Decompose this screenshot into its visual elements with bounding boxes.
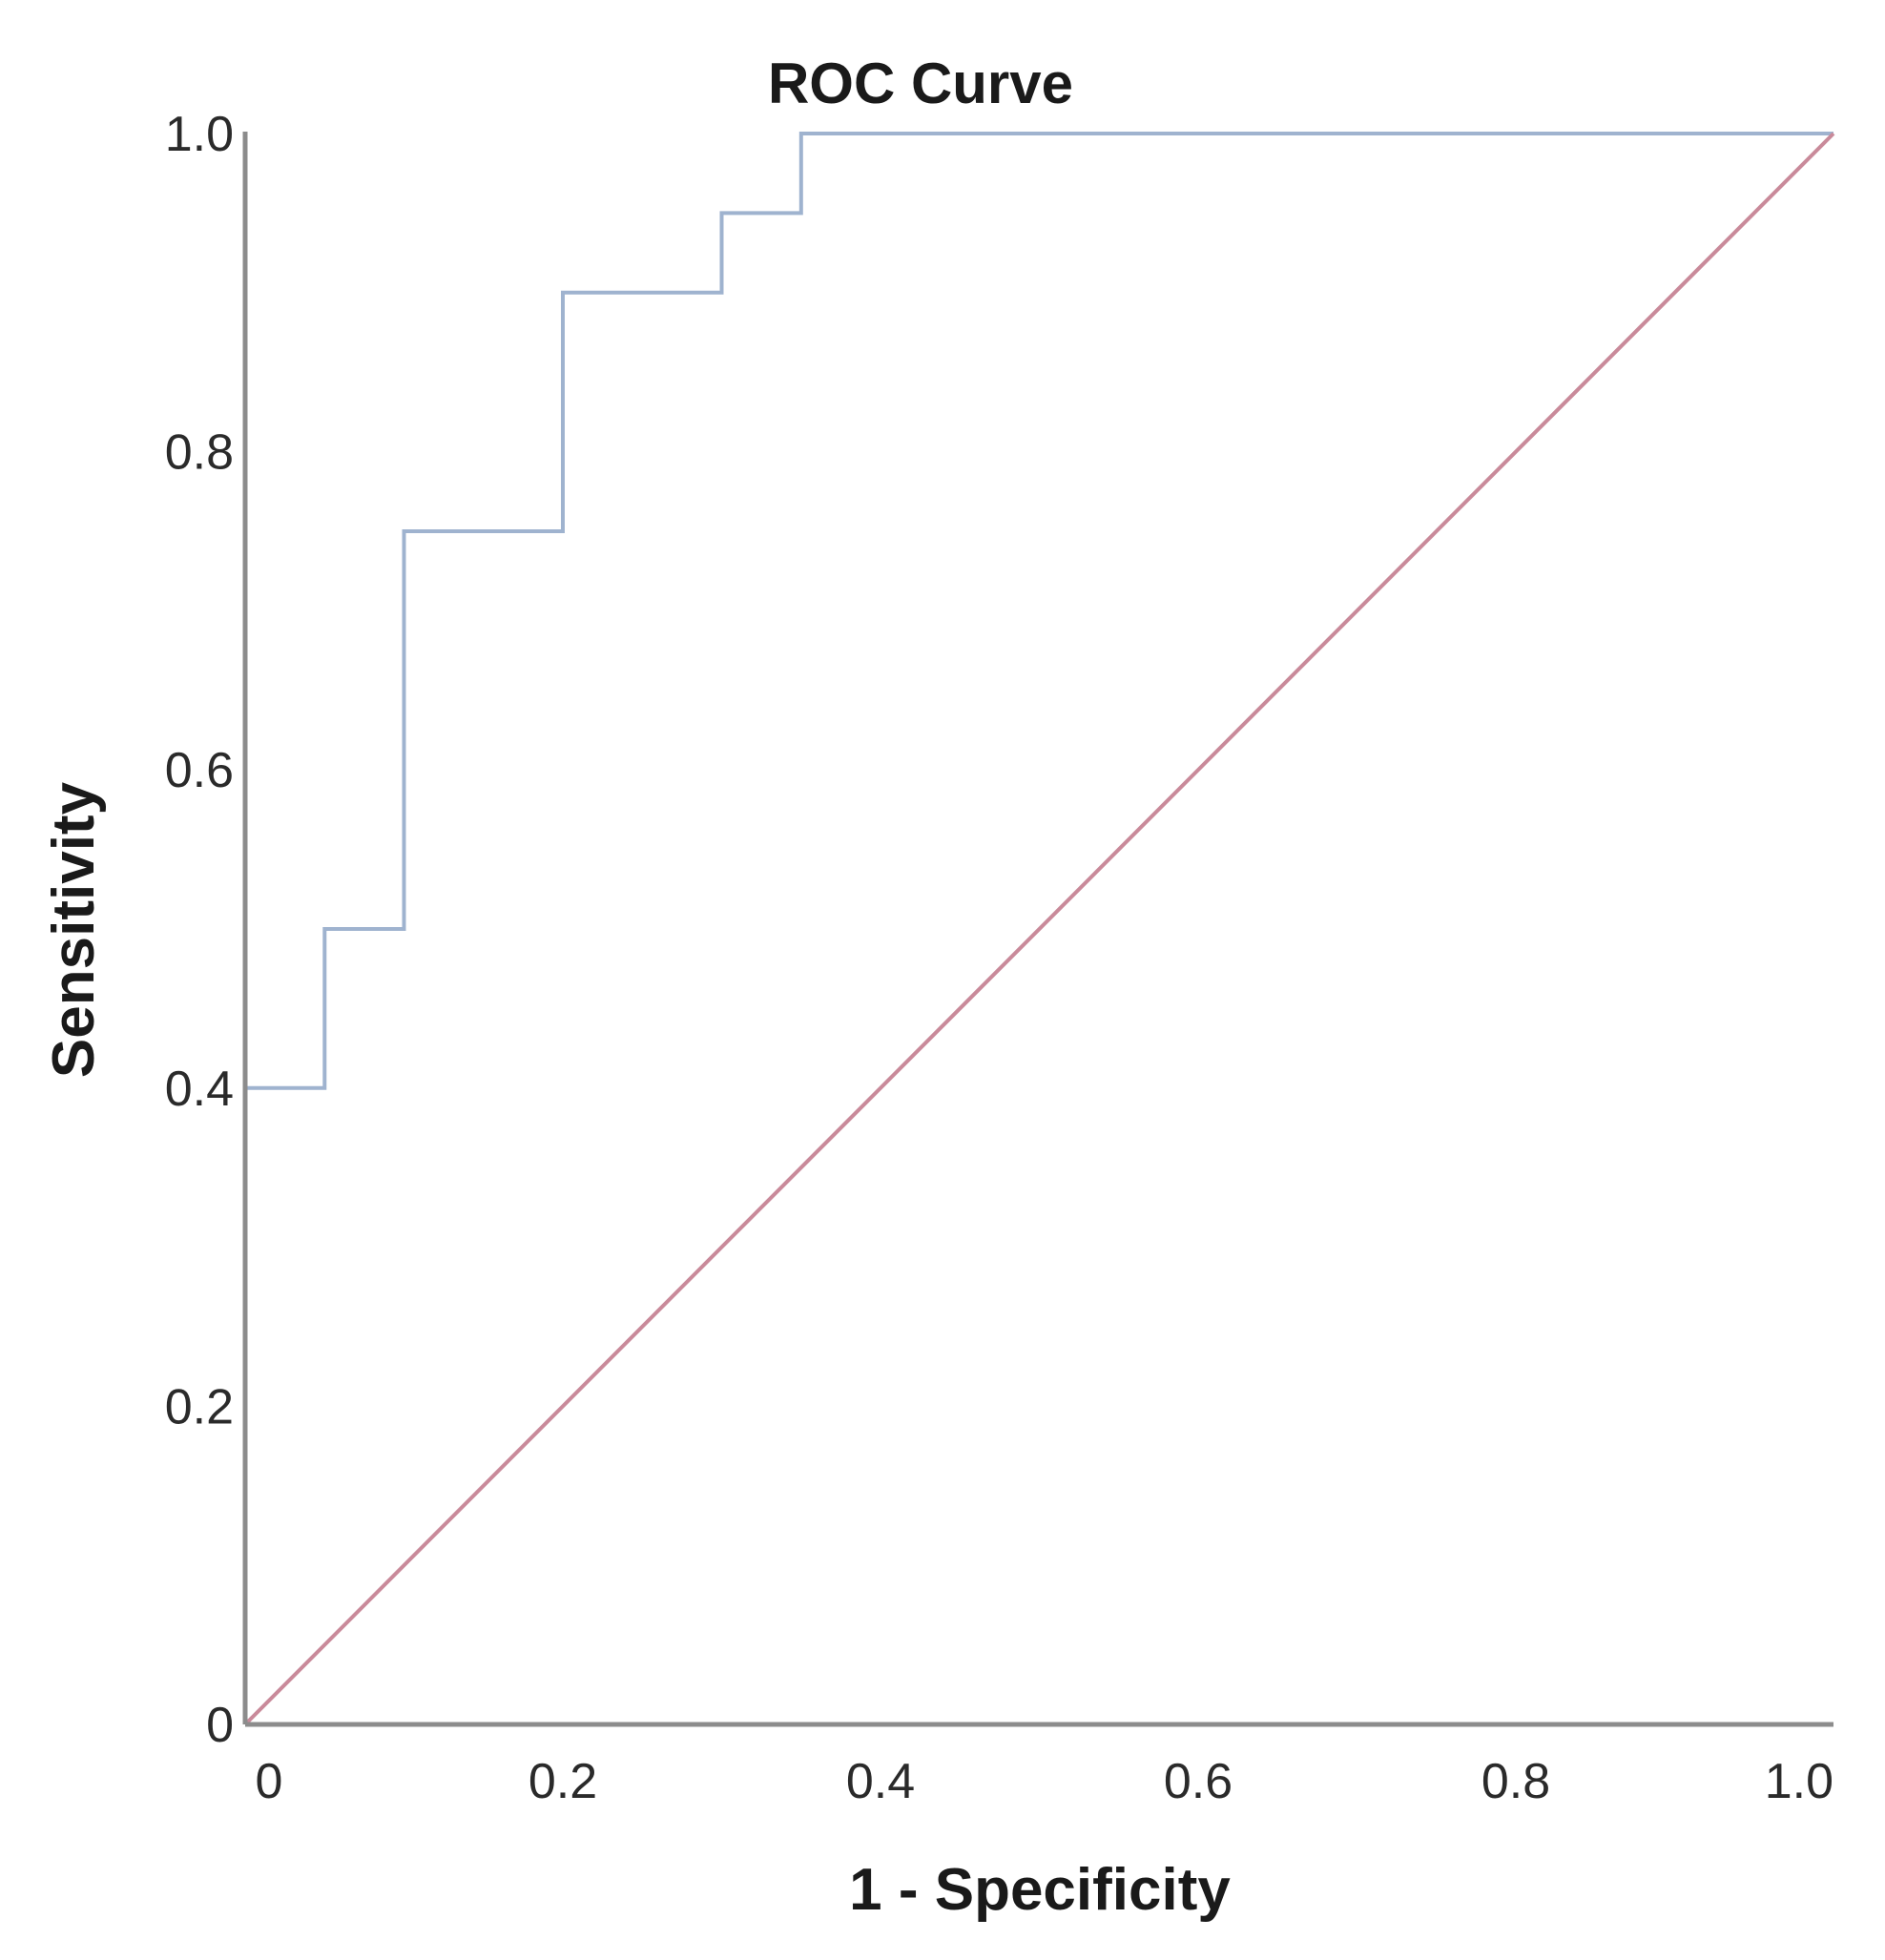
- y-tick-label: 0.4: [165, 1062, 234, 1117]
- x-tick-label: 0.2: [528, 1754, 597, 1809]
- x-tick-label: 0: [256, 1754, 283, 1809]
- x-tick-label: 0.6: [1164, 1754, 1232, 1809]
- reference-diagonal-line: [243, 132, 1835, 1726]
- roc-curve-line: [243, 132, 1833, 1724]
- y-tick-labels: 0 0.2 0.4 0.6 0.8 1.0: [165, 107, 234, 1753]
- x-tick-label: 0.4: [846, 1754, 915, 1809]
- y-tick-label: 0: [206, 1698, 234, 1753]
- y-tick-label: 0.8: [165, 425, 234, 481]
- y-axis-label: Sensitivity: [41, 781, 107, 1078]
- y-tick-label: 0.6: [165, 743, 234, 798]
- x-tick-label: 0.8: [1481, 1754, 1550, 1809]
- x-tick-labels: 0 0.2 0.4 0.6 0.8 1.0: [256, 1754, 1833, 1809]
- x-tick-label: 1.0: [1765, 1754, 1833, 1809]
- y-tick-label: 1.0: [165, 107, 234, 162]
- plot-area: [243, 132, 1835, 1726]
- chart-title: ROC Curve: [768, 52, 1073, 115]
- axes: [242, 132, 1833, 1727]
- x-axis-label: 1 - Specificity: [849, 1857, 1231, 1923]
- y-tick-label: 0.2: [165, 1379, 234, 1434]
